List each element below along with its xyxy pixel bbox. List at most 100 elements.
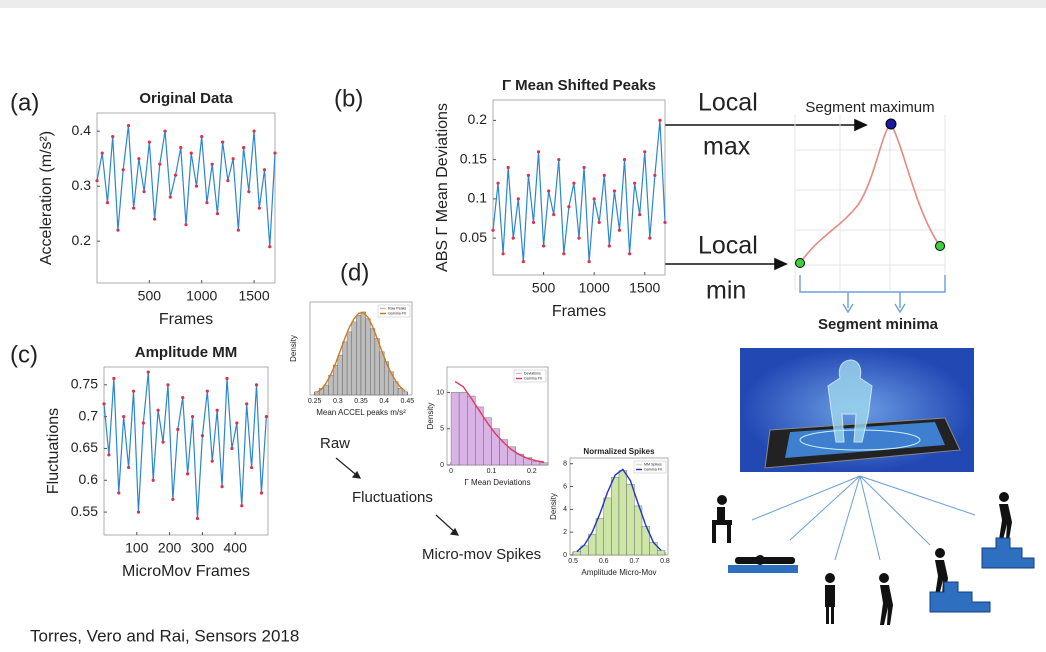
hist-bar bbox=[657, 550, 666, 556]
y-tick-label: 0.2 bbox=[72, 232, 92, 248]
panel-label: (a) bbox=[10, 89, 39, 116]
x-tick-label: 1500 bbox=[629, 280, 660, 296]
hist-bar bbox=[346, 331, 352, 396]
x-tick-label: 0 bbox=[449, 468, 453, 475]
peak-marker bbox=[638, 212, 642, 217]
x-tick-label: 100 bbox=[125, 540, 149, 556]
peak-marker bbox=[190, 415, 195, 419]
peak-marker bbox=[194, 184, 199, 188]
y-tick-label: 10 bbox=[436, 389, 444, 396]
y-tick-label: 0.55 bbox=[71, 503, 98, 519]
x-axis-label: MicroMov Frames bbox=[122, 563, 250, 580]
peak-marker bbox=[592, 197, 596, 201]
y-axis-label: Fluctuations bbox=[45, 408, 62, 494]
peak-marker bbox=[496, 181, 500, 185]
peak-marker bbox=[226, 179, 230, 183]
peak-marker bbox=[506, 165, 510, 170]
peak-marker bbox=[168, 195, 172, 199]
peak-marker bbox=[230, 446, 234, 451]
peak-marker bbox=[541, 244, 546, 248]
peak-marker bbox=[648, 236, 652, 240]
hist-bar bbox=[618, 470, 627, 556]
x-tick-label: 0.3 bbox=[333, 398, 343, 405]
peak-marker bbox=[252, 129, 256, 133]
hist-bar bbox=[539, 462, 549, 466]
x-tick-label: 0.4 bbox=[379, 398, 389, 405]
peak-marker bbox=[491, 228, 495, 232]
peak-marker bbox=[102, 402, 106, 406]
x-tick-label: 300 bbox=[191, 540, 215, 556]
peak-marker bbox=[235, 421, 239, 425]
peak-marker bbox=[254, 383, 259, 387]
segment-schematic: Segment maximum Segment minima bbox=[794, 99, 946, 333]
peak-marker bbox=[132, 206, 136, 210]
y-tick-label: 5 bbox=[440, 426, 444, 433]
peak-marker bbox=[663, 220, 667, 225]
trace bbox=[103, 372, 267, 519]
top-band bbox=[0, 0, 1046, 8]
hist-bar bbox=[450, 392, 460, 466]
peak-marker bbox=[643, 150, 647, 154]
peak-marker bbox=[627, 252, 632, 256]
peak-marker bbox=[577, 236, 581, 240]
y-tick-label: 8 bbox=[563, 461, 567, 468]
y-tick-label: 0.75 bbox=[71, 376, 98, 392]
x-tick-label: 200 bbox=[158, 540, 182, 556]
peak-marker bbox=[245, 402, 249, 406]
hist-bar bbox=[360, 311, 366, 396]
peak-marker bbox=[152, 217, 157, 221]
peak-marker bbox=[171, 497, 175, 501]
fit-curve bbox=[454, 380, 545, 463]
x-axis-label: Frames bbox=[159, 311, 213, 328]
peak-marker bbox=[147, 140, 151, 144]
local-label: Local bbox=[698, 89, 758, 117]
legend-label: Gamma Fit bbox=[524, 376, 542, 380]
peak-marker bbox=[567, 205, 571, 209]
peak-marker bbox=[151, 478, 155, 482]
x-tick-label: 500 bbox=[532, 280, 556, 296]
x-tick-label: 500 bbox=[138, 288, 162, 304]
peak-marker bbox=[121, 168, 125, 172]
panel-label: (d) bbox=[340, 259, 369, 286]
panel-label: (c) bbox=[10, 341, 38, 368]
flow-label: Micro-mov Spikes bbox=[422, 546, 541, 563]
x-axis-label: Amplitude Micro-Mov bbox=[581, 568, 656, 577]
peak-marker bbox=[587, 260, 591, 264]
plot-area bbox=[103, 366, 269, 536]
peak-marker bbox=[176, 427, 180, 431]
local-label: min bbox=[706, 277, 746, 305]
peak-marker bbox=[236, 228, 240, 232]
peak-marker bbox=[557, 158, 561, 162]
hist-bar bbox=[458, 392, 468, 466]
peak-marker bbox=[200, 135, 204, 139]
y-tick-label: 0.1 bbox=[468, 190, 488, 206]
y-axis-label: ABS Γ Mean Deviations bbox=[434, 103, 451, 272]
flow-arrows bbox=[335, 457, 460, 536]
x-tick-label: 0.2 bbox=[527, 468, 537, 475]
y-tick-label: 0 bbox=[563, 552, 567, 559]
peak-marker bbox=[220, 485, 224, 489]
peak-marker bbox=[215, 212, 220, 216]
segment-label: Segment minima bbox=[818, 316, 939, 333]
y-tick-label: 0 bbox=[440, 462, 444, 469]
peak-marker bbox=[137, 157, 141, 161]
peak-marker bbox=[195, 516, 200, 521]
x-axis-label: Mean ACCEL peaks m/s² bbox=[316, 408, 406, 417]
y-tick-label: 6 bbox=[563, 483, 567, 490]
peak-marker bbox=[210, 459, 214, 463]
legend-label: MM Spikes bbox=[644, 462, 662, 466]
y-tick-label: 0.3 bbox=[72, 177, 92, 193]
hist-bar bbox=[370, 328, 376, 396]
y-tick-label: 0.2 bbox=[468, 111, 488, 127]
y-tick-label: 0.65 bbox=[71, 439, 98, 455]
peak-marker bbox=[262, 168, 267, 172]
hist-bar bbox=[379, 351, 385, 396]
peak-marker bbox=[156, 408, 160, 412]
chart-title: Amplitude MM bbox=[135, 344, 238, 361]
peak-marker bbox=[136, 510, 141, 514]
peak-marker bbox=[173, 173, 178, 177]
peak-marker bbox=[122, 415, 126, 419]
peak-marker bbox=[241, 146, 246, 150]
y-tick-label: 0.6 bbox=[79, 471, 99, 487]
